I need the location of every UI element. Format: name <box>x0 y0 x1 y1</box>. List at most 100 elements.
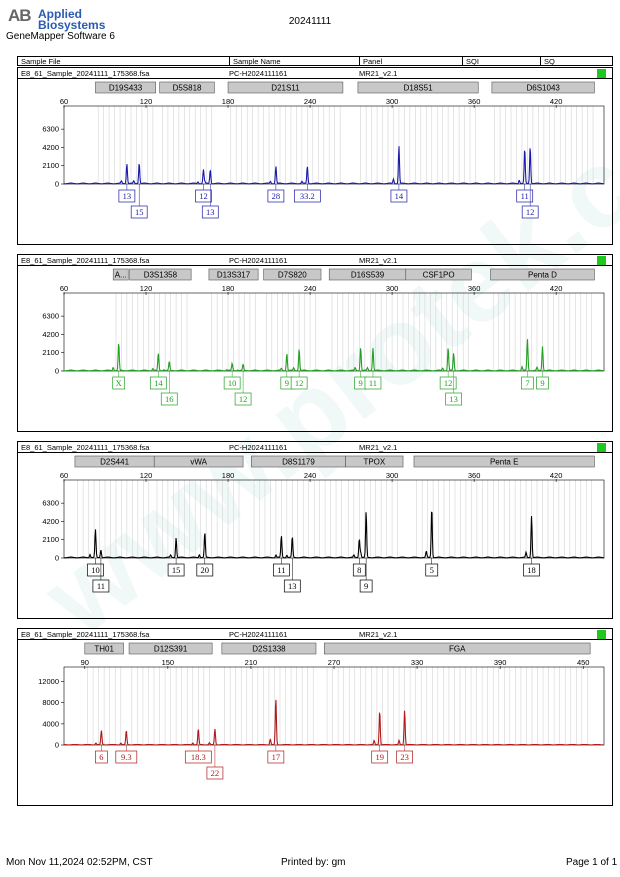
allele-call-box <box>273 563 290 577</box>
x-tick-label: 240 <box>304 284 317 293</box>
x-tick-label: 60 <box>60 284 68 293</box>
sample-info-row: E8_61_Sample_20241111_175368.fsa PC-H202… <box>18 68 612 79</box>
allele-call-box <box>87 563 104 577</box>
allele-call-label: 13 <box>206 207 215 217</box>
locus-bar <box>357 81 479 94</box>
allele-call-label: 9 <box>540 378 544 388</box>
allele-call-label: 6 <box>99 752 103 762</box>
allele-call-label: 7 <box>525 378 529 388</box>
allele-call-box <box>196 563 214 577</box>
allele-call-label: 14 <box>395 191 404 201</box>
locus-bar <box>129 268 192 281</box>
y-tick-label: 6300 <box>42 312 59 321</box>
allele-call-box <box>523 563 540 577</box>
sample-file: E8_61_Sample_20241111_175368.fsa <box>21 69 150 78</box>
locus-label: TPOX <box>363 458 385 467</box>
allele-call-label: 17 <box>272 752 281 762</box>
allele-call-box <box>92 579 110 593</box>
allele-call-box <box>267 189 285 203</box>
locus-bar <box>490 268 595 281</box>
x-tick-label: 120 <box>140 97 153 106</box>
y-tick-label: 6300 <box>42 125 59 134</box>
plot-frame <box>63 105 605 185</box>
allele-call-box <box>95 750 108 764</box>
locus-bar <box>413 455 595 468</box>
allele-call-label: 16 <box>165 394 174 404</box>
sqi-indicator <box>597 443 606 452</box>
allele-call-box <box>396 750 413 764</box>
electropherogram-panel-1: E8_61_Sample_20241111_175368.fsa PC-H202… <box>17 67 613 245</box>
x-tick-label: 300 <box>386 471 399 480</box>
allele-call-label: 9.3 <box>121 752 132 762</box>
allele-call-label: 18 <box>527 565 536 575</box>
locus-label: D2S441 <box>100 458 129 467</box>
allele-call-label: 13 <box>449 394 458 404</box>
allele-call-box <box>445 392 462 406</box>
locus-label: D6S1043 <box>526 84 560 93</box>
locus-label: Penta E <box>490 458 518 467</box>
locus-label: D12S391 <box>154 645 188 654</box>
allele-call-label: 13 <box>123 191 132 201</box>
x-tick-label: 420 <box>550 97 563 106</box>
allele-call-box <box>267 750 285 764</box>
signal-trace <box>64 339 604 372</box>
page-number: Page 1 of 1 <box>566 857 618 868</box>
allele-call-label: 9 <box>285 378 289 388</box>
locus-bar <box>345 455 404 468</box>
allele-call-box <box>201 205 219 219</box>
sample-info-row: E8_61_Sample_20241111_175368.fsa PC-H202… <box>18 629 612 640</box>
col-sqi[interactable]: SQI <box>462 57 540 66</box>
col-sq[interactable]: SQ <box>540 57 612 66</box>
allele-call-label: 20 <box>201 565 210 575</box>
sample-name: PC-H2024111161 <box>229 630 288 639</box>
locus-label: D18S51 <box>404 84 433 93</box>
col-panel[interactable]: Panel <box>359 57 462 66</box>
allele-call-box <box>195 189 212 203</box>
x-tick-label: 270 <box>328 658 341 667</box>
allele-call-box <box>521 205 539 219</box>
allele-call-box <box>516 189 534 203</box>
locus-label: CSF1PO <box>423 271 455 280</box>
y-tick-label: 4200 <box>42 517 59 526</box>
y-tick-label: 12000 <box>38 677 59 686</box>
locus-label: Penta D <box>528 271 557 280</box>
allele-call-box <box>521 376 534 390</box>
allele-call-label: 12 <box>199 191 208 201</box>
allele-call-box <box>439 376 457 390</box>
panel-name: MR21_v2.1 <box>359 443 398 452</box>
plot-frame <box>63 479 605 559</box>
allele-call-box <box>149 376 167 390</box>
y-tick-label: 8000 <box>42 698 59 707</box>
allele-call-label: 11 <box>369 378 377 388</box>
allele-call-label: 11 <box>277 565 285 575</box>
allele-call-label: 23 <box>400 752 409 762</box>
locus-bar <box>84 642 124 655</box>
allele-call-label: 13 <box>288 581 297 591</box>
x-tick-label: 330 <box>411 658 424 667</box>
y-tick-label: 0 <box>55 741 59 750</box>
allele-call-label: 15 <box>172 565 181 575</box>
allele-call-label: 12 <box>444 378 453 388</box>
signal-trace <box>64 146 604 185</box>
allele-call-label: 9 <box>359 378 363 388</box>
allele-call-box <box>206 766 224 780</box>
electropherogram-panel-2: E8_61_Sample_20241111_175368.fsa PC-H202… <box>17 254 613 432</box>
x-tick-label: 180 <box>222 284 235 293</box>
allele-call-label: 18.3 <box>191 752 206 762</box>
locus-bar <box>227 81 344 94</box>
col-sample-file[interactable]: Sample File <box>21 57 61 66</box>
allele-call-box <box>223 376 241 390</box>
allele-call-label: 28 <box>272 191 281 201</box>
locus-bar <box>112 268 129 281</box>
locus-bar <box>324 642 591 655</box>
allele-call-box <box>352 563 366 577</box>
col-sample-name[interactable]: Sample Name <box>229 57 359 66</box>
allele-call-label: 11 <box>521 191 529 201</box>
electropherogram-plot: TH01 D12S391 D2S1338 FGA 90 150 210 270 330 390 45… <box>38 642 605 780</box>
locus-label: A... <box>115 271 127 280</box>
allele-call-box <box>371 750 389 764</box>
brand-line-1: Applied <box>38 7 82 21</box>
sample-name: PC-H2024111161 <box>229 256 288 265</box>
signal-trace <box>63 699 604 746</box>
x-tick-label: 360 <box>468 97 481 106</box>
